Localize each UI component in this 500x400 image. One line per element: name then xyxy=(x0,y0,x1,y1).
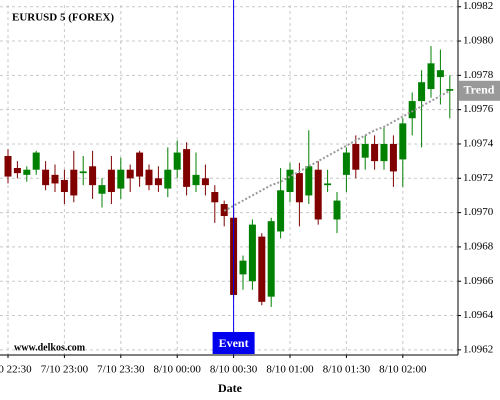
candle-body xyxy=(164,169,172,189)
candle-body xyxy=(13,167,21,174)
candle-body xyxy=(239,260,247,275)
y-tick-label: 1.0966 xyxy=(463,275,494,287)
candle-body xyxy=(192,174,200,186)
candle-body xyxy=(371,143,379,162)
y-tick-label: 1.0970 xyxy=(463,206,494,218)
y-tick-label: 1.0968 xyxy=(463,240,494,252)
y-tick-label: 1.0974 xyxy=(463,138,494,150)
candle-body xyxy=(107,169,115,193)
candle-body xyxy=(380,143,388,162)
trend-line xyxy=(223,89,451,212)
candle-body xyxy=(399,123,407,160)
candle-body xyxy=(4,155,12,177)
x-tick-label: 7/10 22:30 xyxy=(0,364,32,376)
watermark: www.delkos.com xyxy=(14,342,86,353)
candle-body xyxy=(117,169,125,189)
event-label-box xyxy=(212,332,255,354)
x-axis-label: Date xyxy=(218,381,243,395)
candle-body xyxy=(352,143,360,170)
y-tick-label: 1.0964 xyxy=(463,309,494,321)
y-tick-label: 1.0962 xyxy=(463,343,493,355)
candle-body xyxy=(324,183,332,186)
candle-body xyxy=(98,185,106,194)
trend-label-box xyxy=(459,80,500,101)
candle-body xyxy=(136,152,144,177)
candle-body xyxy=(42,169,50,186)
candle-body xyxy=(267,221,275,297)
y-tick-label: 1.0976 xyxy=(463,103,494,115)
candle-body xyxy=(295,173,303,203)
x-tick-label: 7/10 23:00 xyxy=(41,364,89,376)
candle-body xyxy=(23,169,31,175)
x-tick-label: 8/10 00:00 xyxy=(154,364,202,376)
x-tick-label: 8/10 01:30 xyxy=(323,364,371,376)
candle-body xyxy=(154,178,162,186)
y-tick-label: 1.0980 xyxy=(463,35,494,47)
candle-body xyxy=(211,192,219,203)
candle-body xyxy=(183,149,191,187)
candle-body xyxy=(32,152,40,170)
candle-body xyxy=(333,200,341,220)
x-tick-label: 7/10 23:30 xyxy=(97,364,145,376)
candle-body xyxy=(342,152,350,175)
candle-body xyxy=(418,82,426,102)
candle-body xyxy=(79,171,87,174)
y-tick-label: 1.0972 xyxy=(463,172,493,184)
plot xyxy=(4,46,454,307)
candle-body xyxy=(258,236,266,302)
candle-body xyxy=(145,169,153,186)
candle-body xyxy=(305,166,313,196)
candle-body xyxy=(277,190,285,232)
candle-body xyxy=(51,174,59,184)
candle-body xyxy=(248,224,256,282)
x-tick-label: 8/10 00:30 xyxy=(210,364,258,376)
candle-body xyxy=(70,169,78,196)
candle-body xyxy=(286,169,294,193)
candle-body xyxy=(201,178,209,186)
candle-body xyxy=(60,180,68,193)
chart-title: EURUSD 5 (FOREX) xyxy=(12,12,114,24)
x-tick-label: 8/10 01:00 xyxy=(266,364,314,376)
y-tick-label: 1.0978 xyxy=(463,69,494,81)
candle-body xyxy=(361,143,369,158)
candle-body xyxy=(314,169,322,220)
candle-body xyxy=(89,166,97,186)
candle-body xyxy=(126,169,134,179)
x-tick-label: 8/10 02:00 xyxy=(379,364,427,376)
candle-body xyxy=(173,152,181,170)
candle-body xyxy=(427,63,435,90)
candle-body xyxy=(436,70,444,78)
trend-label: Trend xyxy=(464,83,495,97)
candle-body xyxy=(389,143,397,172)
candle-body xyxy=(408,101,416,119)
candle-body xyxy=(446,89,454,91)
event-label: Event xyxy=(219,336,249,350)
y-tick-label: 1.0982 xyxy=(463,0,493,12)
